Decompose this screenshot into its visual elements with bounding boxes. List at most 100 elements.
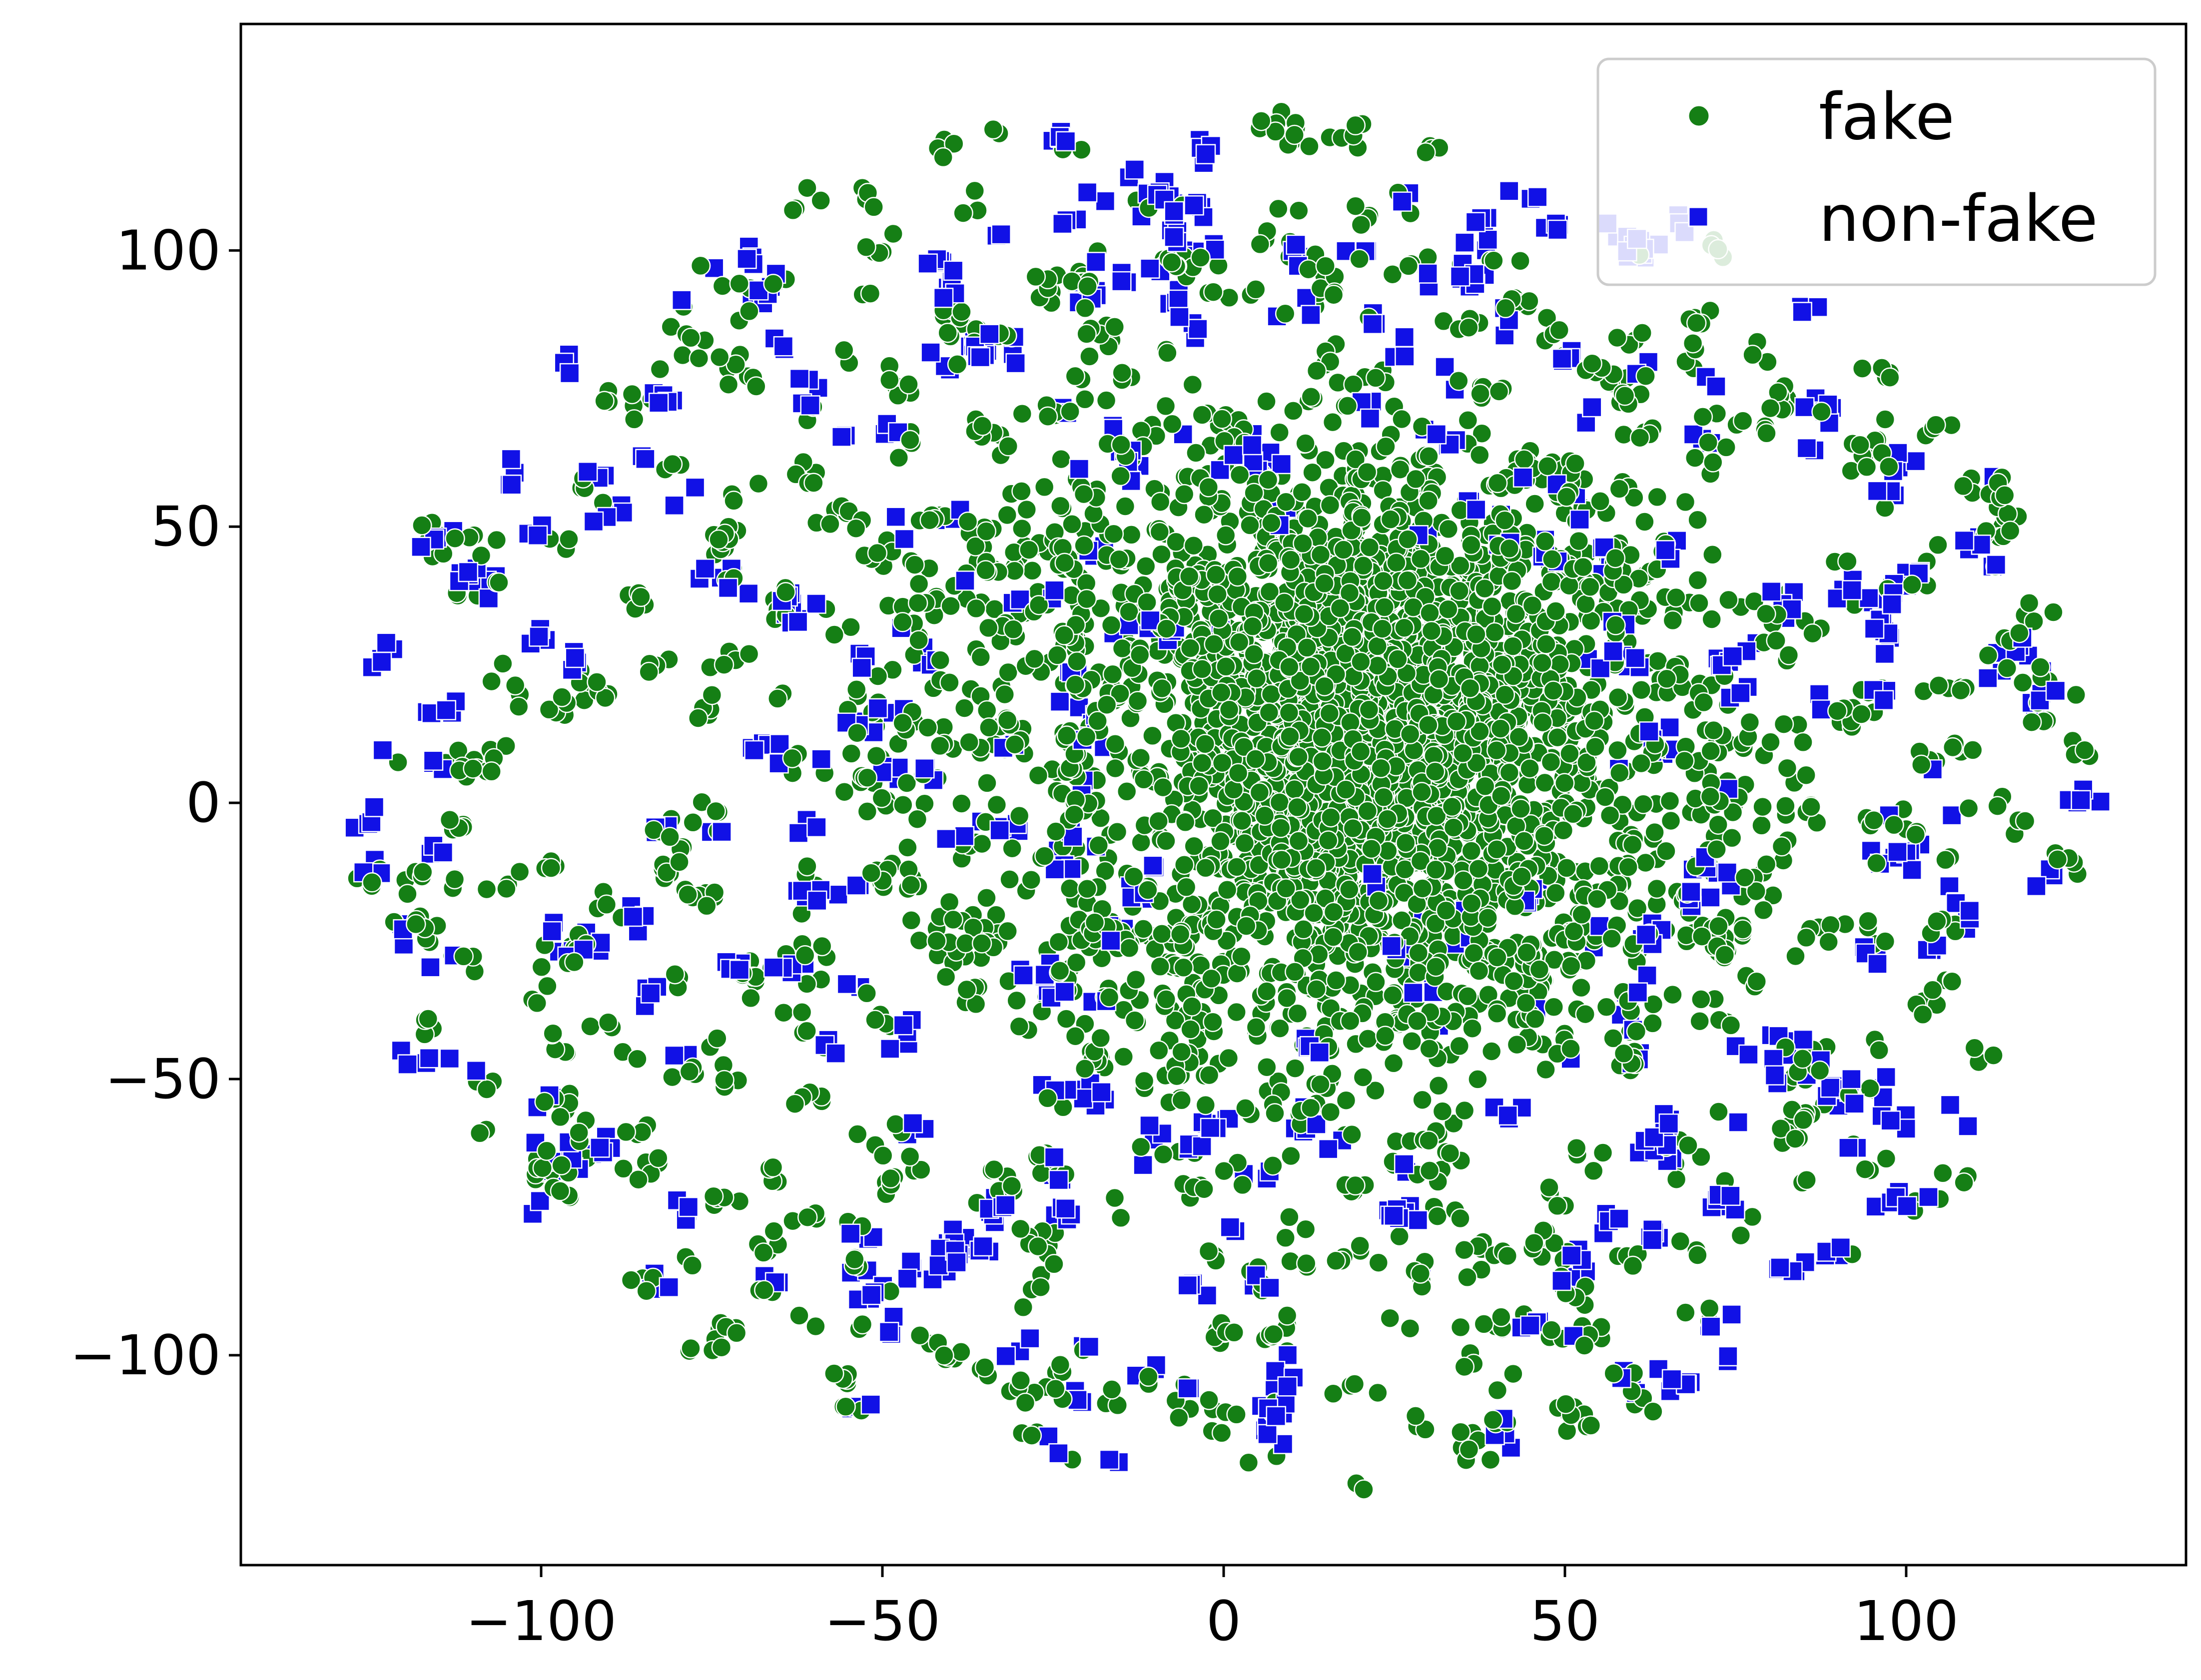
fake-point [1062, 514, 1082, 535]
fake-point [1884, 815, 1904, 835]
fake-point [1510, 250, 1530, 271]
fake-point [1622, 834, 1643, 855]
fake-point [1088, 835, 1109, 856]
fake-point [1251, 110, 1272, 131]
fake-point [1739, 712, 1760, 733]
non-fake-point [2090, 791, 2111, 812]
non-fake-point [1418, 263, 1438, 284]
fake-point [1693, 692, 1714, 713]
fake-point [1101, 1379, 1122, 1400]
fake-point [1320, 495, 1341, 516]
fake-point [1287, 1003, 1308, 1024]
fake-point [648, 1147, 669, 1168]
fake-point [1771, 836, 1792, 857]
non-fake-point [1718, 1346, 1738, 1367]
fake-point [496, 878, 517, 899]
fake-point [1152, 678, 1172, 699]
fake-point [1454, 1100, 1475, 1121]
fake-point [1933, 1163, 1953, 1183]
fake-point [1419, 1160, 1440, 1181]
fake-point [1030, 1277, 1051, 1297]
fake-point [1875, 409, 1896, 430]
fake-point [1541, 1320, 1562, 1340]
fake-point [1718, 589, 1739, 610]
fake-point [897, 837, 918, 858]
non-fake-point [1569, 509, 1590, 530]
non-fake-point [1069, 459, 1090, 479]
fake-point [1199, 1390, 1219, 1410]
fake-point [1006, 990, 1027, 1011]
fake-point [1912, 1004, 1933, 1025]
non-fake-point [1794, 397, 1815, 418]
fake-point [1076, 324, 1097, 344]
fake-point [1659, 791, 1680, 811]
fake-point [1389, 1226, 1410, 1247]
fake-point [1301, 387, 1322, 407]
fake-point [1792, 1049, 1813, 1069]
non-fake-point [943, 260, 964, 281]
fake-point [1182, 374, 1203, 395]
fake-point [893, 794, 913, 815]
fake-point [1028, 1236, 1048, 1257]
fake-point [917, 717, 938, 738]
fake-point [1592, 1142, 1613, 1163]
non-fake-point [1223, 445, 1244, 466]
fake-point [940, 595, 961, 616]
fake-point [1706, 839, 1727, 860]
fake-point [1928, 675, 1949, 696]
fake-point [1702, 545, 1723, 565]
fake-point [1459, 317, 1479, 338]
fake-point [867, 543, 888, 563]
fake-point [1217, 880, 1238, 900]
non-fake-point [787, 611, 808, 632]
fake-point [681, 328, 701, 348]
fake-point [1488, 381, 1509, 402]
fake-point [1270, 1018, 1290, 1039]
fake-point [1837, 551, 1858, 571]
fake-point [1458, 410, 1478, 431]
fake-point [1116, 781, 1137, 802]
fake-point [1326, 970, 1347, 991]
fake-point [1157, 343, 1178, 363]
fake-point [1127, 690, 1148, 711]
fake-point [1104, 317, 1125, 337]
fake-point [1453, 870, 1473, 891]
fake-point [627, 1049, 648, 1070]
fake-point [1037, 406, 1058, 427]
fake-point [872, 1145, 893, 1166]
fake-point [1268, 198, 1289, 219]
fake-point [1001, 1175, 1022, 1196]
non-fake-point [1958, 1116, 1978, 1136]
fake-point [413, 862, 433, 882]
fake-point [1582, 353, 1602, 374]
fake-point [1532, 712, 1553, 733]
fake-point [1646, 878, 1667, 899]
non-fake-point [1941, 805, 1962, 826]
fake-point [898, 374, 919, 395]
fake-point [1687, 570, 1708, 590]
fake-point [994, 684, 1015, 705]
fake-point [947, 354, 968, 375]
fake-point [1631, 679, 1652, 700]
fake-point [1133, 769, 1154, 790]
fake-point [587, 672, 607, 692]
fake-point [1190, 247, 1211, 268]
fake-point [476, 879, 497, 900]
fake-point [532, 1157, 553, 1178]
fake-point [681, 1338, 701, 1359]
non-fake-point [1902, 860, 1922, 880]
non-fake-point [1876, 1067, 1896, 1088]
fake-point [951, 302, 972, 322]
fake-point [997, 710, 1018, 730]
non-fake-point [1408, 1210, 1429, 1230]
non-fake-point [1177, 1378, 1198, 1399]
non-fake-point [664, 495, 685, 516]
fake-point [1491, 1307, 1511, 1327]
fake-point [794, 945, 815, 966]
non-fake-point [1077, 182, 1098, 203]
fake-point [1468, 961, 1489, 981]
non-fake-point [1395, 346, 1415, 367]
fake-point [1337, 396, 1358, 416]
fake-point [1703, 452, 1723, 473]
fake-point [1928, 535, 1948, 556]
